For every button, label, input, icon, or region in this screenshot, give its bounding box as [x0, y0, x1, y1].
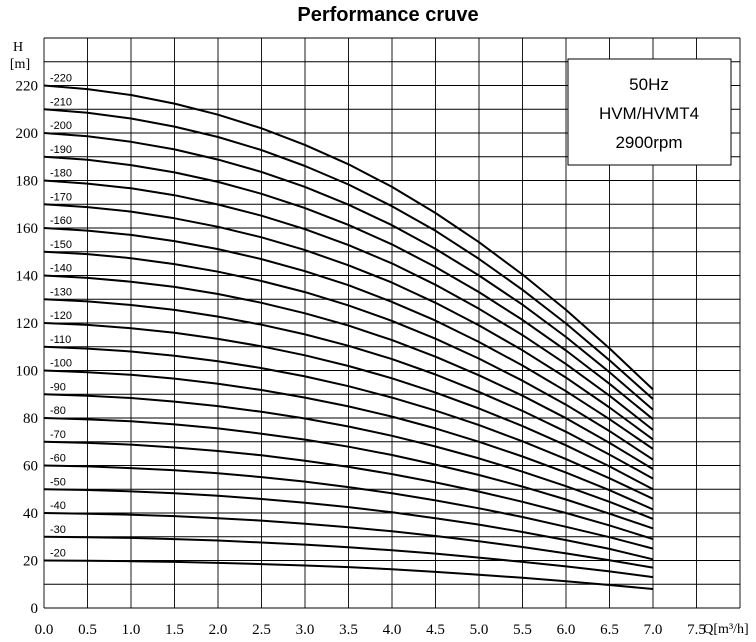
curve-line: [43, 393, 654, 520]
curve-line: [43, 535, 654, 579]
curve-line: [43, 464, 654, 550]
x-tick-label: 2.0: [209, 622, 228, 638]
curve-line: [43, 132, 654, 411]
x-tick-label: 3.0: [296, 622, 315, 638]
curve-label: -130: [50, 286, 72, 298]
curve-line: [43, 155, 654, 420]
info-frequency: 50Hz: [629, 75, 669, 94]
curve-line: [43, 274, 654, 470]
curve-label: -50: [50, 476, 66, 488]
info-speed: 2900rpm: [615, 133, 682, 152]
curve-label: -30: [50, 524, 66, 536]
curve-labels: -20 -30 -40 -50 -60 -70 -80 -90 -100 -110 -120 -130…: [50, 73, 72, 560]
x-tick-label: 7.0: [644, 622, 663, 638]
y-tick-label: 60: [23, 459, 38, 475]
curve-label: -90: [50, 381, 66, 393]
x-tick-labels: 0.0 0.5 1.0 1.5 2.0 2.5 3.0 3.5 4.0 4.5 5.0 5.5 6.0 6…: [35, 622, 706, 638]
x-tick-label: 3.5: [339, 622, 358, 638]
y-tick-label: 220: [16, 79, 39, 95]
x-tick-label: 6.0: [557, 622, 576, 638]
y-tick-label: 120: [16, 316, 39, 332]
curve-line: [43, 250, 654, 461]
curve-line: [43, 179, 654, 431]
x-tick-label: 7.5: [687, 622, 706, 638]
curve-label: -200: [50, 120, 72, 132]
y-axis-unit: [m]: [10, 57, 30, 72]
curve-label: -70: [50, 429, 66, 441]
x-axis-label: Q[m³/h]: [703, 622, 748, 637]
curve-line: [43, 369, 654, 511]
info-box: 50Hz HVM/HVMT4 2900rpm: [567, 58, 732, 166]
curve-label: -160: [50, 215, 72, 227]
y-tick-label: 100: [16, 364, 39, 380]
curve-line: [43, 440, 654, 541]
x-tick-label: 2.5: [252, 622, 271, 638]
curve-line: [43, 203, 654, 441]
info-model: HVM/HVMT4: [599, 104, 699, 123]
curve-line: [43, 108, 654, 400]
y-tick-label: 200: [16, 126, 39, 142]
y-tick-label: 0: [31, 601, 39, 617]
x-tick-label: 5.5: [513, 622, 532, 638]
curve-label: -110: [50, 334, 71, 346]
curve-line: [43, 417, 654, 530]
curve-label: -180: [50, 168, 72, 180]
x-tick-label: 4.5: [426, 622, 445, 638]
curve-label: -100: [50, 358, 72, 370]
y-tick-label: 160: [16, 221, 39, 237]
x-tick-label: 4.0: [383, 622, 402, 638]
curve-label: -20: [50, 548, 66, 560]
curve-line: [43, 512, 654, 569]
x-tick-label: 0.5: [78, 622, 97, 638]
x-tick-label: 0.0: [35, 622, 54, 638]
curve-label: -80: [50, 405, 66, 417]
curve-label: -120: [50, 310, 72, 322]
chart-title: Performance cruve: [297, 4, 478, 26]
y-tick-label: 20: [23, 554, 38, 570]
x-tick-label: 6.5: [600, 622, 619, 638]
x-tick-label: 5.0: [470, 622, 489, 638]
curve-line: [43, 84, 654, 391]
curve-line: [43, 227, 654, 450]
curve-label: -210: [50, 96, 72, 108]
curve-line: [43, 322, 654, 491]
info-box-frame: [567, 58, 732, 166]
curve-label: -170: [50, 191, 72, 203]
x-tick-label: 1.5: [165, 622, 184, 638]
curve-line: [43, 488, 654, 561]
curve-label: -140: [50, 263, 72, 275]
y-tick-label: 140: [16, 269, 39, 285]
curve-label: -60: [50, 453, 66, 465]
y-tick-label: 40: [23, 506, 38, 522]
y-tick-label: 80: [23, 411, 38, 427]
curve-label: -220: [50, 73, 72, 85]
curve-label: -40: [50, 500, 66, 512]
y-tick-labels: 0 20 40 60 80 100 120 140 160 180 200 220: [16, 79, 39, 618]
curve-line: [43, 559, 654, 590]
curve-label: -190: [50, 144, 72, 156]
curve-line: [43, 345, 654, 500]
x-tick-label: 1.0: [122, 622, 141, 638]
performance-curves: [43, 84, 654, 590]
y-tick-label: 180: [16, 174, 39, 190]
curve-line: [43, 298, 654, 480]
y-axis-name: H: [13, 40, 23, 55]
curve-label: -150: [50, 239, 72, 251]
